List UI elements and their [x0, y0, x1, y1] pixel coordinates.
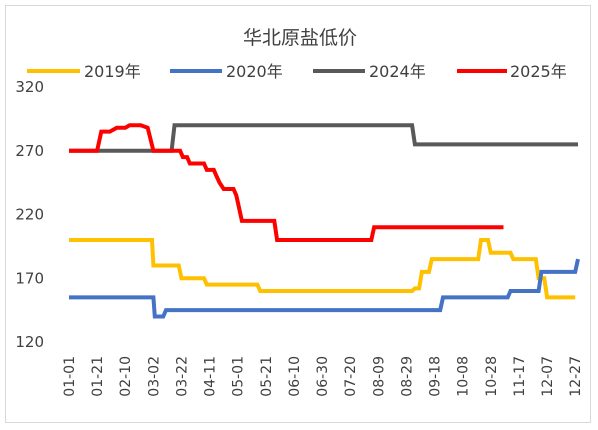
legend-label-2020: 2020年 — [226, 62, 283, 81]
legend: 2019年 2020年 2024年 2025年 — [27, 62, 567, 81]
x-tick-label: 02-10 — [118, 356, 134, 397]
x-tick-label: 04-11 — [203, 356, 219, 397]
series-line-2020 — [69, 258, 580, 319]
x-tick-label: 07-20 — [343, 356, 359, 397]
x-tick-label: 03-22 — [174, 356, 190, 397]
x-tick-label: 10-28 — [484, 356, 500, 397]
x-tick-label: 01-01 — [62, 356, 78, 397]
legend-label-2025: 2025年 — [510, 62, 567, 81]
y-tick-label: 120 — [15, 333, 44, 351]
series-lines — [69, 123, 580, 319]
x-tick-label: 06-10 — [287, 356, 303, 397]
legend-label-2024: 2024年 — [369, 62, 426, 81]
y-tick-label: 270 — [15, 142, 44, 160]
chart-title: 华北原盐低价 — [243, 27, 357, 49]
x-tick-label: 03-02 — [146, 356, 162, 397]
y-tick-label: 220 — [15, 206, 44, 224]
x-tick-label: 10-08 — [456, 356, 472, 397]
x-tick-label: 01-21 — [90, 356, 106, 397]
series-line-2025 — [69, 123, 504, 242]
x-tick-label: 09-18 — [428, 356, 444, 397]
legend-label-2019: 2019年 — [84, 62, 141, 81]
chart-frame — [5, 5, 591, 423]
x-tick-label: 05-01 — [231, 356, 247, 397]
x-tick-label: 06-30 — [315, 356, 331, 397]
y-tick-label: 170 — [15, 269, 44, 287]
axes: 120 170 220 270 320 01-01 01-21 02-10 03-02 03-22… — [15, 78, 584, 397]
x-tick-label: 12-27 — [568, 356, 584, 397]
x-tick-label: 11-17 — [512, 356, 528, 397]
x-tick-label: 08-29 — [399, 356, 415, 397]
x-tick-label: 05-21 — [259, 356, 275, 397]
x-tick-label: 08-09 — [371, 356, 387, 397]
y-tick-label: 320 — [15, 78, 44, 96]
x-tick-label: 12-07 — [540, 356, 556, 397]
series-line-2019 — [69, 238, 576, 300]
series-line-2024 — [69, 123, 578, 153]
